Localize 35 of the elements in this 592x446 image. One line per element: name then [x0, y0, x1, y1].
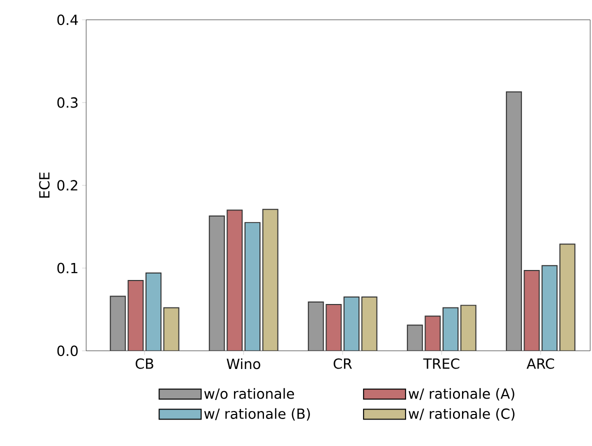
x-tick-label: Wino	[226, 358, 260, 370]
bar	[442, 307, 459, 351]
bar	[208, 215, 225, 351]
y-tick-label: 0.2	[57, 180, 78, 191]
y-tick-label: 0.0	[57, 346, 78, 356]
bar	[128, 280, 144, 351]
y-tick-label: 0.3	[57, 97, 78, 108]
x-tick-label: CR	[334, 358, 352, 369]
bar	[406, 324, 423, 351]
bar	[344, 296, 360, 351]
y-tick-label: 0.1	[57, 262, 78, 274]
bar	[424, 316, 441, 351]
bar	[524, 270, 540, 351]
bar	[559, 244, 576, 351]
bar	[361, 296, 378, 351]
x-tick-label: ARC	[526, 358, 554, 369]
y-tick-label: 0.4	[57, 14, 78, 26]
bar	[506, 91, 522, 351]
bar	[308, 302, 324, 351]
legend-label: w/ rationale (A)	[408, 388, 514, 401]
bar	[542, 265, 558, 351]
bar	[110, 296, 126, 351]
legend-label: w/o rationale	[204, 388, 294, 400]
y-axis-title: ECE	[39, 172, 50, 198]
bar	[244, 222, 261, 351]
legend-label: w/ rationale (C)	[408, 408, 514, 421]
bar	[460, 304, 476, 351]
legend-label: w/ rationale (B)	[204, 408, 310, 421]
x-tick-label: TREC	[423, 358, 460, 369]
bar	[226, 210, 243, 351]
bar	[163, 307, 180, 351]
bar	[145, 272, 162, 351]
x-tick-label: CB	[136, 358, 154, 369]
bar	[262, 208, 278, 351]
bar	[326, 304, 342, 351]
